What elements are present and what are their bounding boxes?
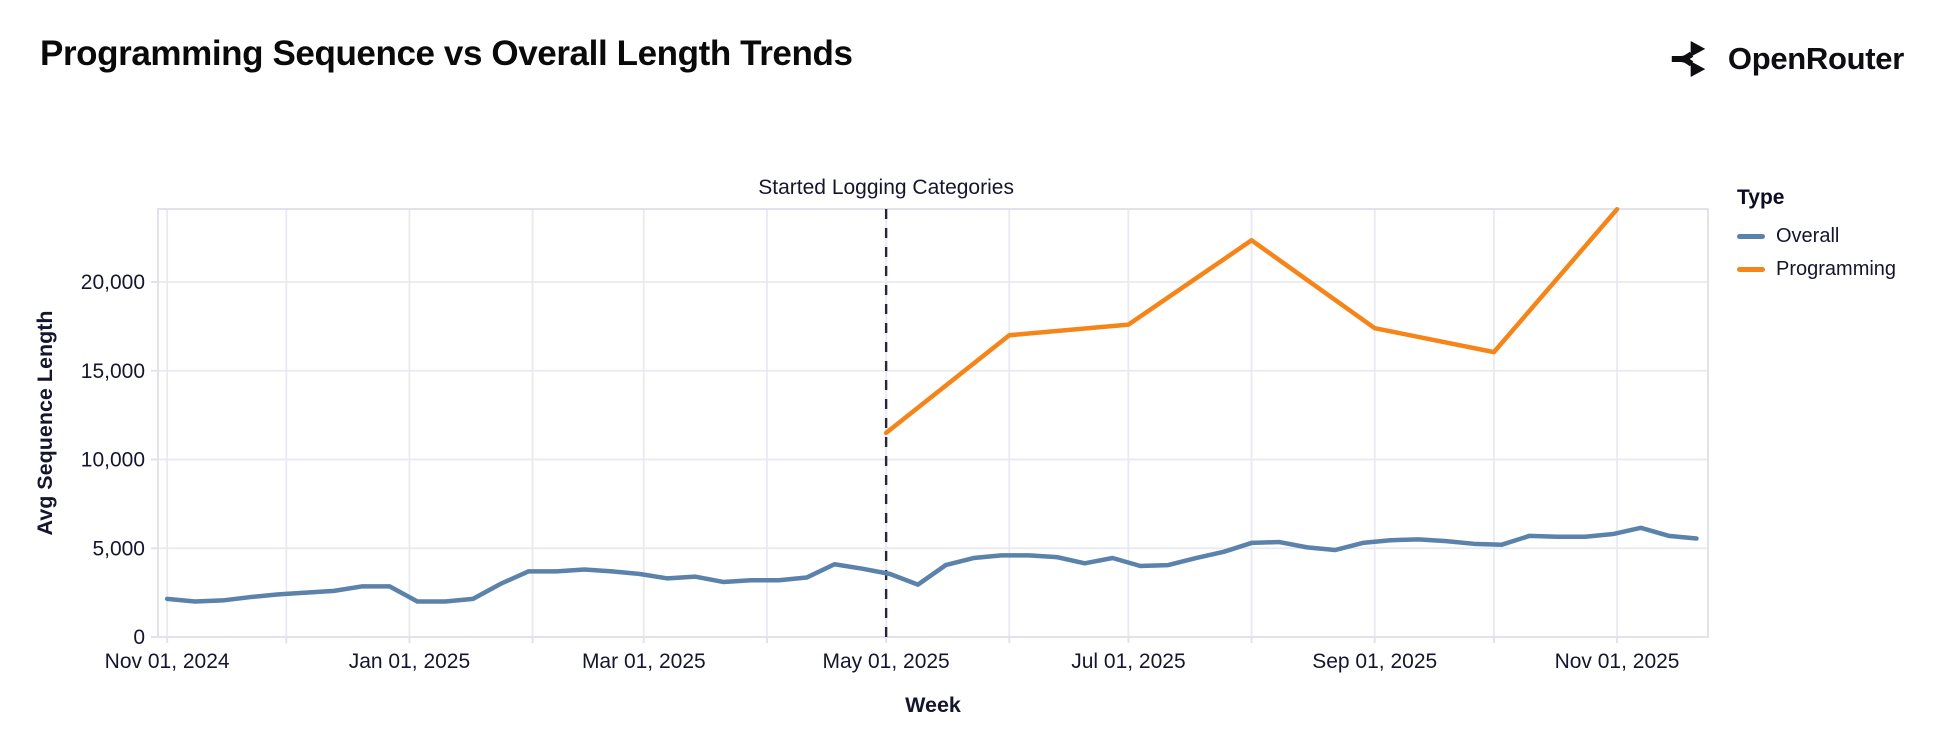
y-tick-label: 20,000: [81, 271, 145, 294]
x-tick-label: Nov 01, 2025: [1555, 650, 1680, 673]
plot-border: [157, 208, 1709, 638]
x-axis-title: Week: [905, 693, 961, 717]
legend: Type Overall Programming: [1737, 186, 1896, 291]
x-tick-label: Jan 01, 2025: [349, 650, 470, 673]
y-tick-label: 15,000: [81, 360, 145, 383]
series-line-programming: [883, 206, 1620, 436]
legend-label-programming: Programming: [1776, 258, 1897, 280]
series-line-overall: [164, 525, 1699, 604]
legend-swatch-overall: [1737, 234, 1765, 239]
x-tick-label: Sep 01, 2025: [1312, 650, 1437, 673]
legend-item-programming: Programming: [1737, 258, 1896, 281]
annotation-label: Started Logging Categories: [758, 176, 1014, 199]
y-tick-label: 5,000: [92, 537, 145, 560]
x-tick-label: Nov 01, 2024: [105, 650, 230, 673]
y-axis-title: Avg Sequence Length: [33, 311, 57, 536]
chart-title: Programming Sequence vs Overall Length T…: [40, 34, 853, 73]
openrouter-logo-text: OpenRouter: [1727, 41, 1904, 76]
openrouter-logo: OpenRouter: [1669, 36, 1904, 82]
x-tick-label: Jul 01, 2025: [1071, 650, 1185, 673]
openrouter-logo-icon: [1671, 40, 1706, 78]
legend-item-overall: Overall: [1737, 225, 1896, 248]
legend-title: Type: [1737, 186, 1785, 209]
y-tick-label: 0: [133, 626, 145, 649]
legend-label-overall: Overall: [1776, 225, 1840, 247]
y-tick-label: 10,000: [81, 449, 145, 472]
x-tick-label: May 01, 2025: [822, 650, 949, 673]
legend-swatch-programming: [1737, 267, 1765, 272]
x-tick-label: Mar 01, 2025: [582, 650, 706, 673]
